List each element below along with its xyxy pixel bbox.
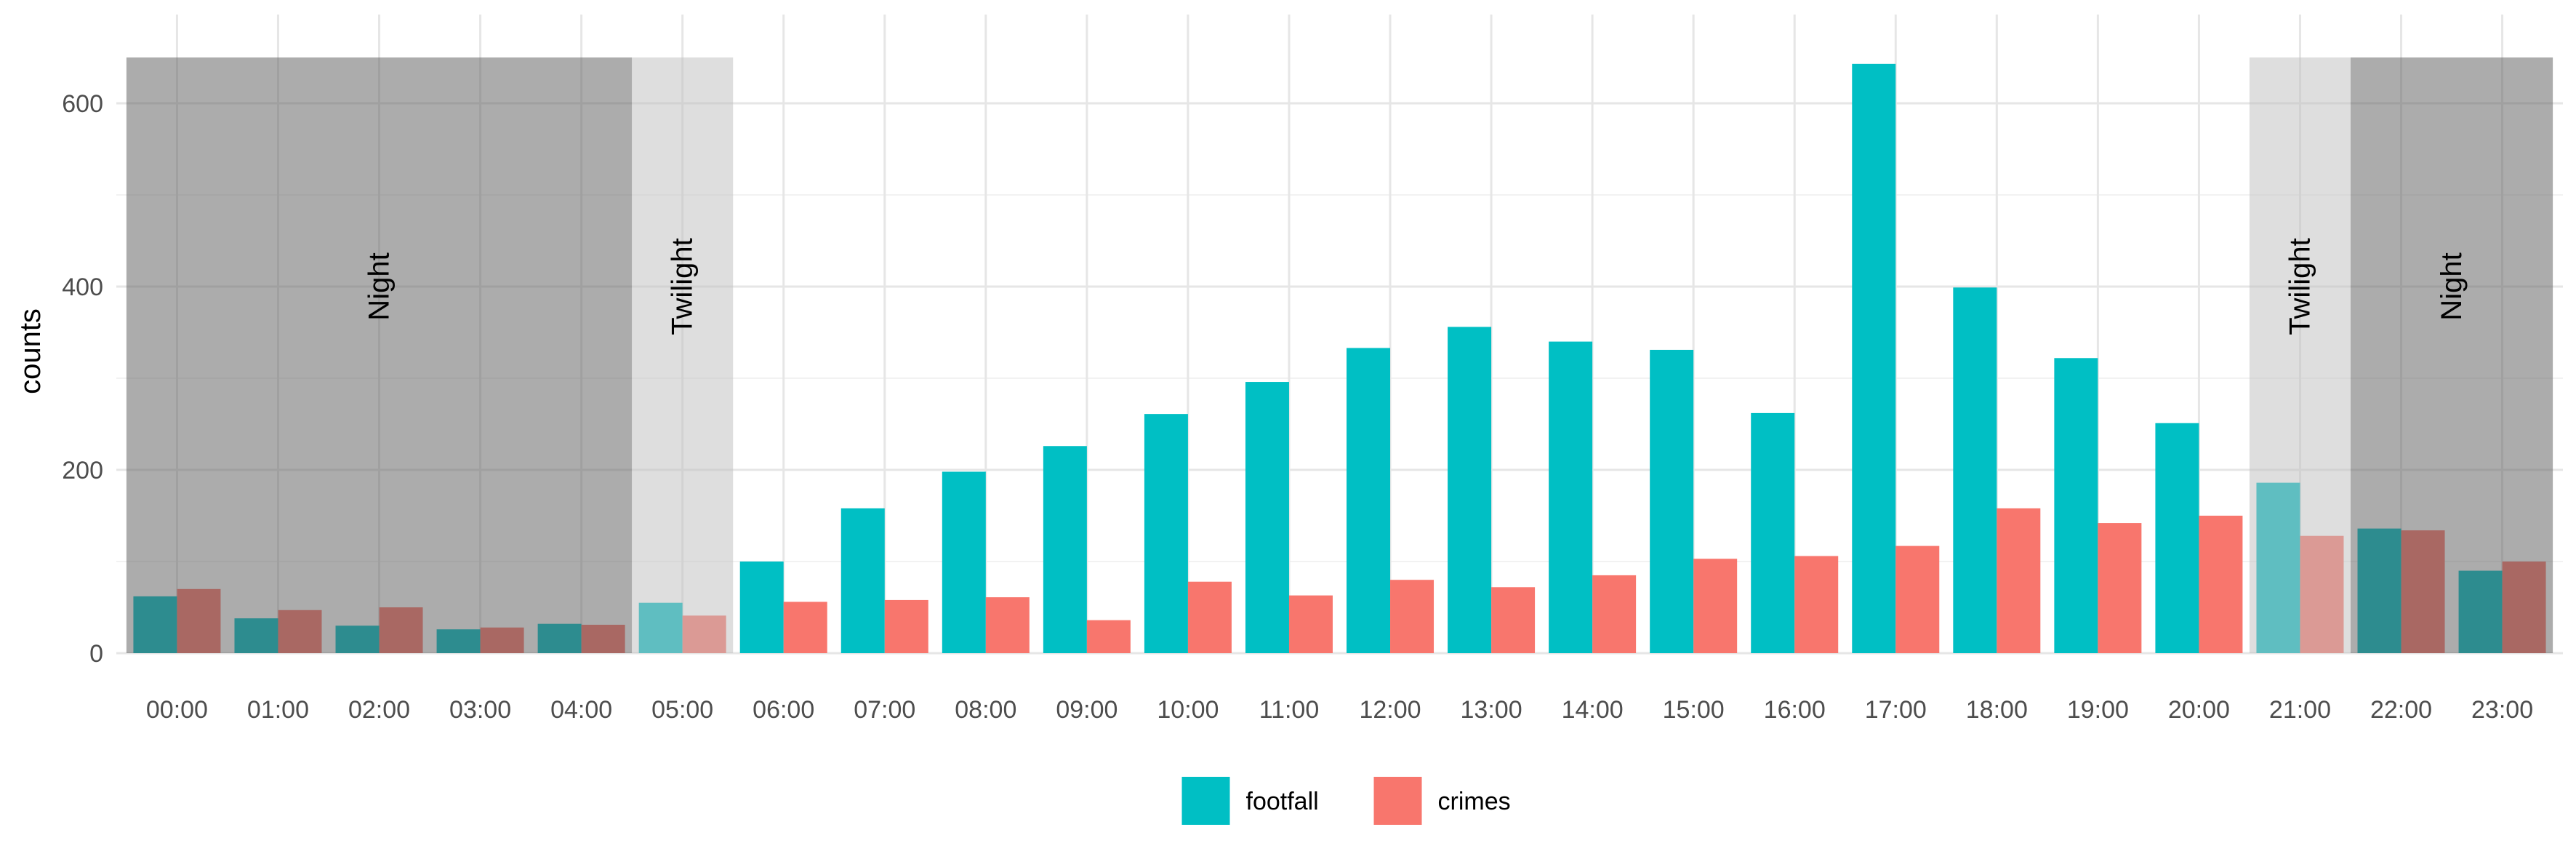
- region-night: [126, 57, 633, 653]
- bar-crimes-19:00: [2098, 523, 2142, 653]
- bar-footfall-06:00: [739, 562, 784, 653]
- bar-crimes-08:00: [985, 597, 1030, 653]
- y-tick-label: 600: [62, 90, 103, 118]
- bar-footfall-08:00: [942, 471, 986, 653]
- bar-footfall-11:00: [1245, 382, 1289, 653]
- y-tick-label: 0: [89, 640, 103, 668]
- x-tick-label: 03:00: [449, 696, 511, 724]
- bar-footfall-17:00: [1852, 63, 1896, 654]
- legend-key-footfall: [1181, 777, 1230, 825]
- legend-label-footfall: footfall: [1246, 788, 1319, 815]
- x-tick-label: 08:00: [955, 696, 1016, 724]
- region-night: [2350, 57, 2553, 653]
- x-tick-label: 16:00: [1764, 696, 1826, 724]
- bar-footfall-20:00: [2155, 423, 2199, 653]
- x-tick-label: 17:00: [1865, 696, 1927, 724]
- x-tick-label: 00:00: [146, 696, 208, 724]
- bar-crimes-12:00: [1390, 580, 1435, 653]
- y-tick-label: 400: [62, 273, 103, 301]
- bar-footfall-10:00: [1144, 414, 1188, 653]
- y-axis: 0 200 400 600: [62, 90, 103, 668]
- bar-crimes-18:00: [1997, 508, 2041, 653]
- x-tick-label: 05:00: [651, 696, 713, 724]
- bar-crimes-09:00: [1086, 620, 1131, 653]
- x-tick-label: 01:00: [247, 696, 309, 724]
- x-tick-label: 04:00: [550, 696, 612, 724]
- bar-crimes-07:00: [884, 599, 928, 653]
- y-axis-title: counts: [15, 308, 47, 394]
- bar-footfall-19:00: [2054, 358, 2098, 653]
- region-label: Night: [364, 252, 396, 320]
- x-tick-label: 15:00: [1663, 696, 1725, 724]
- period-labels: Night Twilight Twilight Night: [364, 238, 2468, 335]
- bar-footfall-18:00: [1953, 287, 1997, 653]
- legend-key-crimes: [1373, 777, 1422, 825]
- x-tick-label: 11:00: [1259, 696, 1320, 724]
- x-tick-label: 14:00: [1562, 696, 1624, 724]
- x-tick-label: 06:00: [753, 696, 814, 724]
- region-label: Twilight: [667, 238, 699, 335]
- bar-footfall-14:00: [1549, 341, 1593, 653]
- x-tick-label: 12:00: [1359, 696, 1421, 724]
- bar-crimes-17:00: [1895, 546, 1940, 653]
- bar-footfall-13:00: [1448, 327, 1492, 653]
- x-tick-label: 21:00: [2269, 696, 2331, 724]
- x-tick-label: 10:00: [1157, 696, 1219, 724]
- x-tick-label: 02:00: [348, 696, 410, 724]
- bar-crimes-14:00: [1592, 575, 1637, 653]
- x-axis: 00:00 01:00 02:00 03:00 04:00 05:00 06:00 07:00…: [146, 696, 2533, 724]
- region-twilight: [632, 57, 734, 653]
- x-tick-label: 19:00: [2067, 696, 2129, 724]
- bar-crimes-10:00: [1187, 581, 1232, 653]
- bar-crimes-13:00: [1491, 587, 1536, 653]
- region-label: Night: [2436, 252, 2468, 320]
- x-tick-label: 07:00: [854, 696, 915, 724]
- x-tick-label: 09:00: [1056, 696, 1118, 724]
- bar-crimes-20:00: [2199, 516, 2243, 653]
- bar-footfall-09:00: [1043, 446, 1087, 653]
- x-tick-label: 18:00: [1966, 696, 2028, 724]
- x-tick-label: 22:00: [2370, 696, 2432, 724]
- bar-crimes-11:00: [1288, 595, 1333, 653]
- x-tick-label: 20:00: [2168, 696, 2230, 724]
- legend-label-crimes: crimes: [1438, 788, 1511, 815]
- bar-crimes-16:00: [1794, 556, 1839, 653]
- region-label: Twilight: [2284, 238, 2316, 335]
- bar-footfall-16:00: [1751, 412, 1795, 653]
- bar-footfall-15:00: [1650, 349, 1694, 653]
- bar-footfall-12:00: [1347, 348, 1391, 653]
- region-twilight: [2249, 57, 2351, 653]
- bar-footfall-07:00: [840, 508, 885, 653]
- period-regions: [126, 57, 2553, 653]
- bar-crimes-06:00: [783, 602, 827, 653]
- x-tick-label: 23:00: [2471, 696, 2533, 724]
- bar-crimes-15:00: [1693, 559, 1738, 653]
- x-tick-label: 13:00: [1461, 696, 1522, 724]
- legend: footfall crimes: [1181, 777, 1511, 825]
- y-tick-label: 200: [62, 457, 103, 484]
